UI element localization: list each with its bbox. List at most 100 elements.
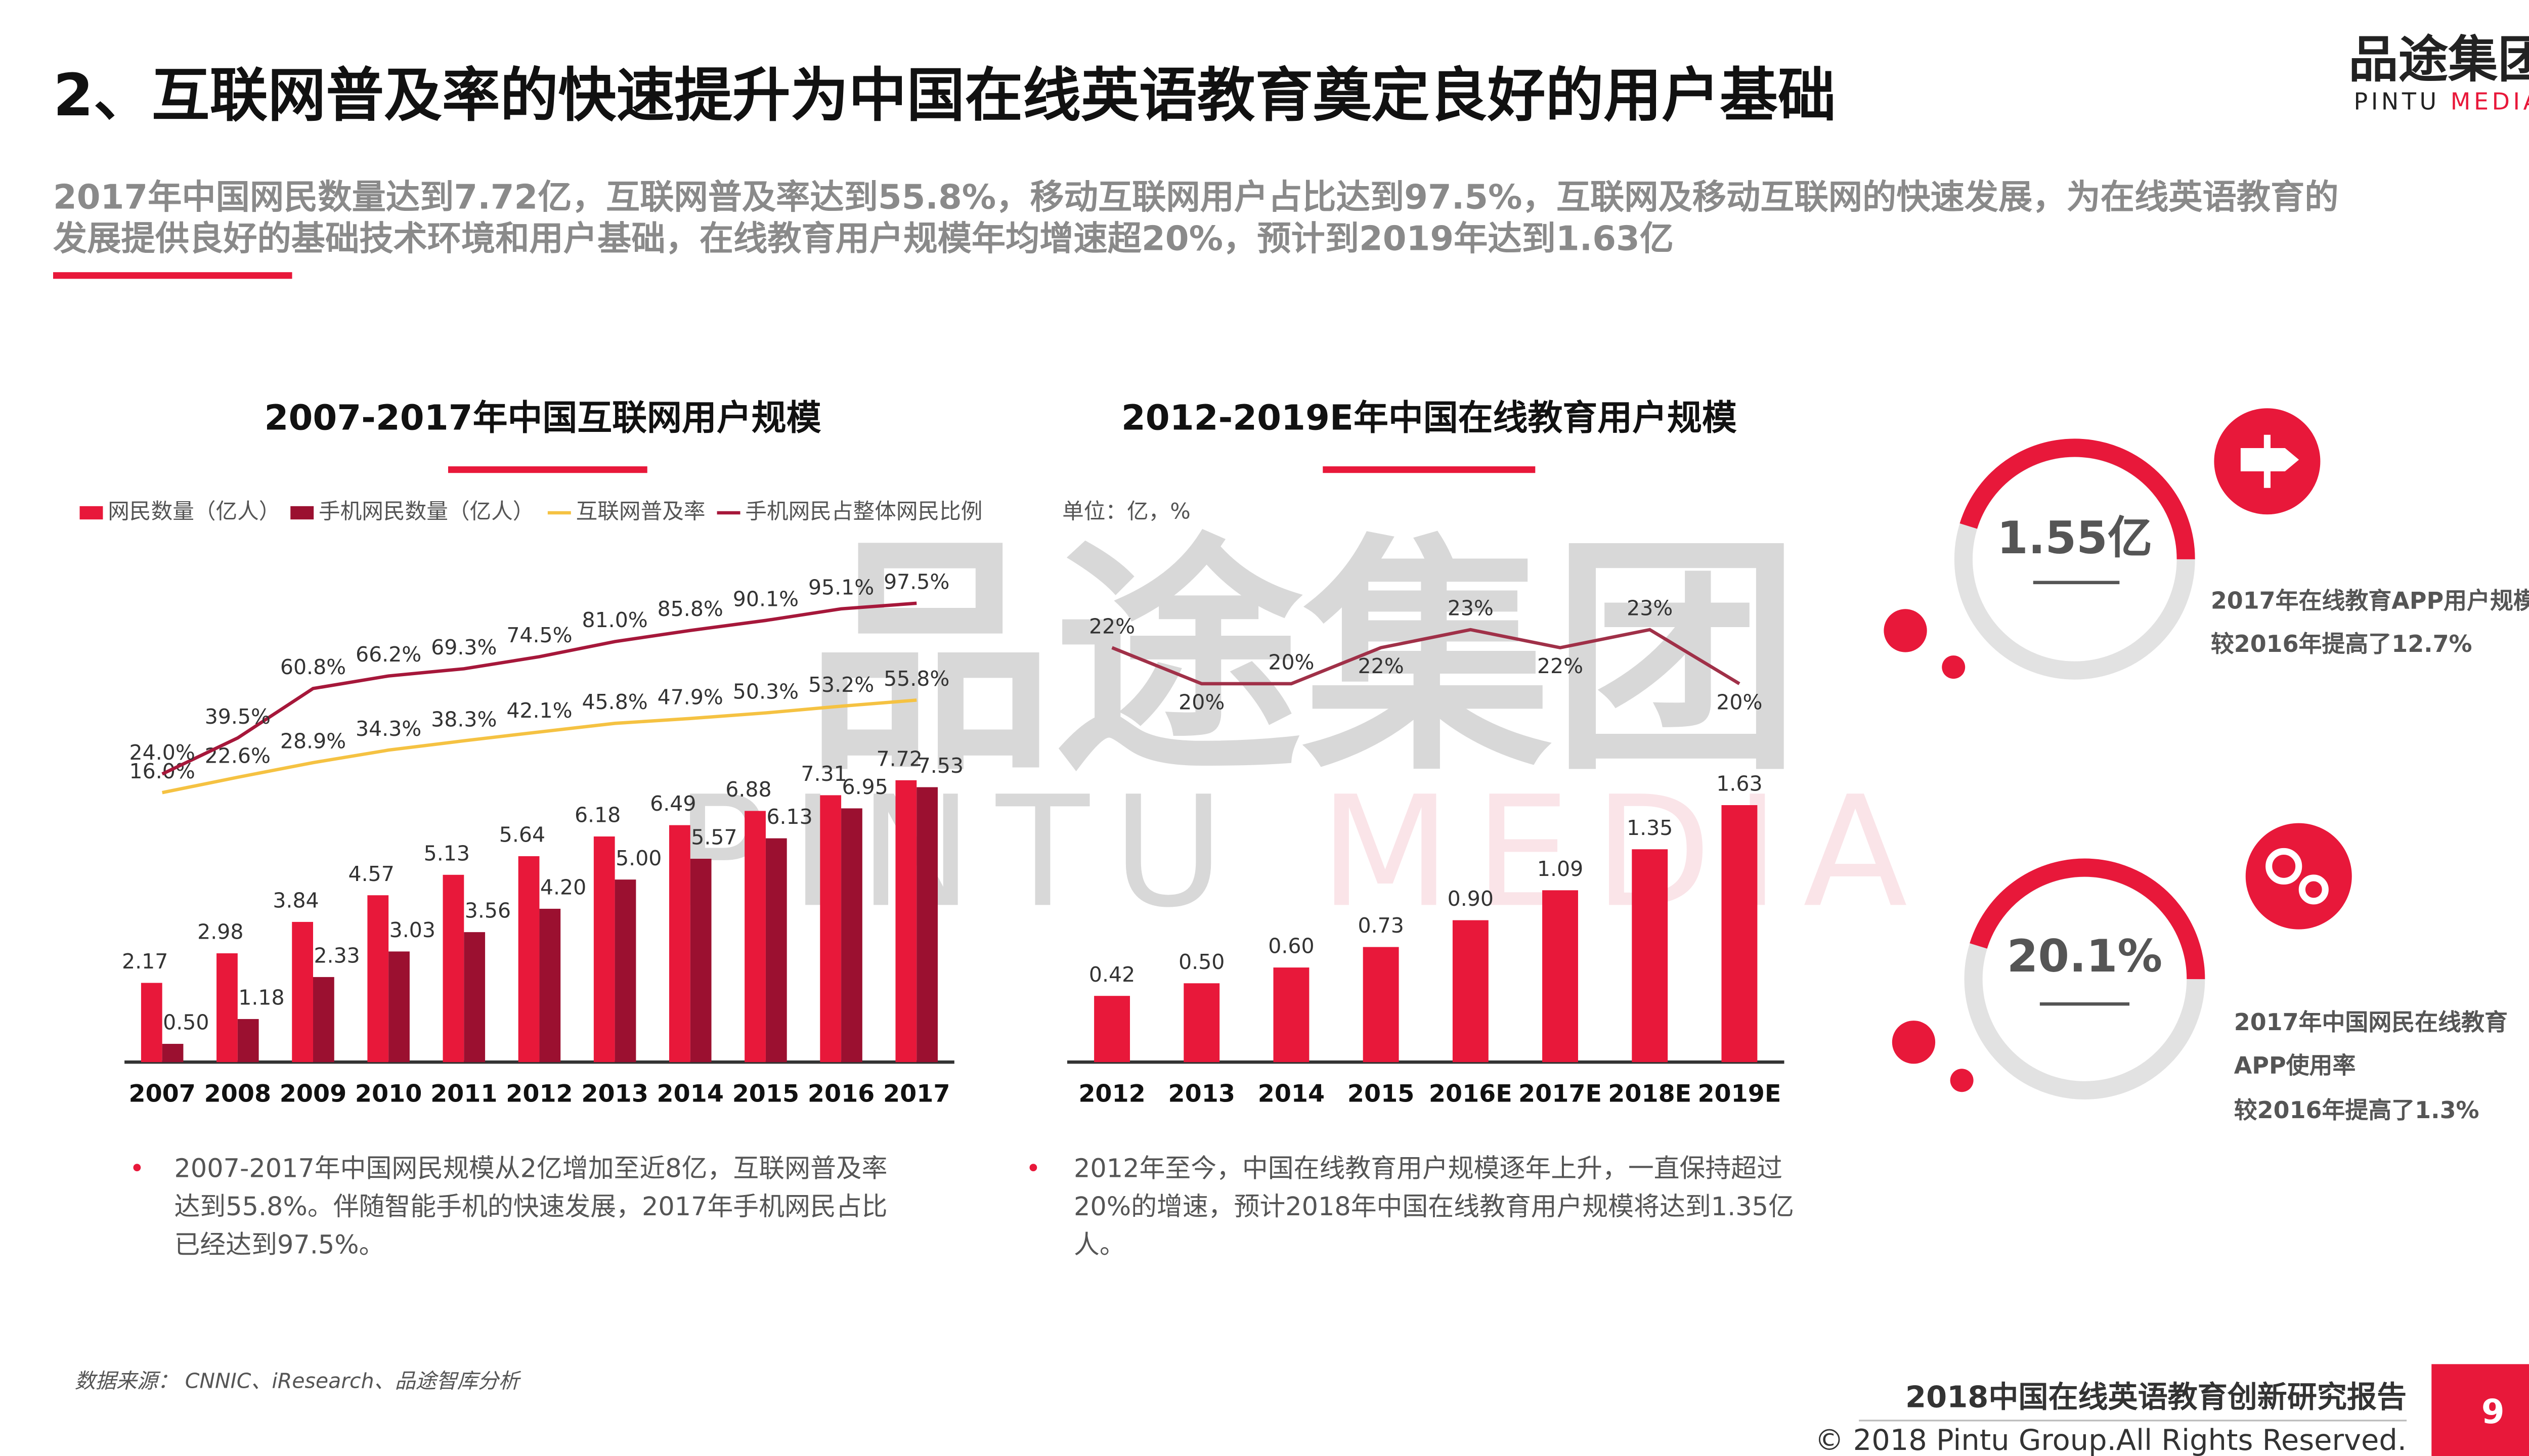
bar (820, 795, 842, 1063)
x-tick-label: 2012 (506, 1080, 573, 1108)
data-label: 2.33 (314, 944, 360, 968)
bar (917, 787, 938, 1063)
x-tick-label: 2013 (1168, 1080, 1235, 1108)
data-label: 39.5% (205, 704, 271, 729)
dot (1942, 655, 1966, 679)
data-label: 4.57 (348, 862, 394, 886)
data-label: 42.1% (506, 698, 572, 723)
title-underline (448, 466, 647, 473)
x-tick-label: 2015 (732, 1080, 799, 1108)
data-label: 45.8% (582, 690, 647, 714)
data-label: 20% (1268, 650, 1314, 675)
page-number: 9 (2481, 1393, 2505, 1431)
bar (141, 983, 162, 1063)
legend-label: 手机网民数量（亿人） (319, 499, 534, 524)
dot (1884, 609, 1927, 652)
data-label: 0.60 (1268, 934, 1314, 958)
logo-name: 品途集团 (2348, 31, 2529, 89)
data-label: 1.35 (1627, 816, 1673, 840)
line (1111, 628, 1740, 686)
x-tick-label: 2008 (204, 1080, 271, 1108)
x-tick-label: 2007 (128, 1080, 195, 1108)
data-label: 6.95 (842, 775, 888, 799)
data-label: 5.00 (616, 846, 662, 870)
data-label: 23% (1448, 596, 1494, 621)
data-label: 0.50 (163, 1010, 209, 1035)
x-tick-label: 2012 (1078, 1080, 1145, 1108)
stat-card: 1.55亿 2017年在线教育APP用户规模 较2016年提高了12.7% (1884, 408, 2529, 680)
bar (1363, 947, 1399, 1063)
legend-label: 网民数量（亿人） (108, 499, 280, 524)
data-label: 6.88 (725, 777, 771, 802)
data-label: 5.64 (499, 823, 545, 847)
bar (1094, 996, 1130, 1063)
legend-label: 互联网普及率 (576, 499, 706, 524)
data-label: 66.2% (356, 642, 421, 667)
copyright: © 2018 Pintu Group.All Rights Reserved. (1815, 1423, 2407, 1456)
bar (237, 1019, 259, 1063)
data-label: 7.31 (801, 762, 847, 786)
data-label: 7.53 (918, 754, 964, 778)
icon-glyph (2265, 848, 2302, 885)
bar (765, 838, 787, 1063)
note-line: 人。 (1074, 1229, 1125, 1259)
data-label: 28.9% (280, 729, 346, 754)
data-label: 69.3% (431, 635, 497, 659)
note-line: 已经达到97.5%。 (175, 1229, 385, 1259)
data-label: 0.90 (1448, 887, 1494, 911)
stat-card: 20.1% 2017年中国网民在线教育 APP使用率 较2016年提高了1.3% (1892, 823, 2508, 1124)
bullet: • (1026, 1153, 1041, 1183)
x-tick-label: 2013 (581, 1080, 648, 1108)
x-tick-label: 2016E (1429, 1080, 1512, 1108)
subtitle-line: 发展提供良好的基础技术环境和用户基础，在线教育用户规模年均增速超20%，预计到2… (53, 218, 1674, 258)
data-label: 6.13 (766, 805, 812, 829)
watermark-word: MEDIA (1319, 764, 1931, 941)
logo-tagline: PINTU MEDIA (2354, 87, 2529, 115)
note-line: 2007-2017年中国网民规模从2亿增加至近8亿，互联网普及率 (175, 1153, 888, 1183)
data-label: 7.72 (877, 746, 923, 771)
legend-label: 手机网民占整体网民比例 (745, 499, 982, 524)
bar (292, 921, 313, 1063)
data-label: 3.03 (389, 918, 435, 942)
x-tick-label: 2010 (355, 1080, 422, 1108)
bar (593, 836, 615, 1063)
data-label: 5.13 (424, 841, 470, 865)
charts: 2007 2008 2009 2010 2011 2012 2013 2014 2015 2016… (79, 499, 1784, 1108)
stat-caption: 较2016年提高了12.7% (2211, 630, 2472, 657)
data-label: 4.20 (540, 875, 586, 900)
chart-title: 2007-2017年中国互联网用户规模 (265, 398, 821, 438)
stat-caption: APP使用率 (2234, 1051, 2356, 1079)
legend-swatch (79, 506, 103, 520)
icon-glyph (2240, 434, 2299, 488)
stat-value: 20.1% (2007, 930, 2162, 982)
bar (745, 811, 766, 1063)
stat-caption: 2017年在线教育APP用户规模 (2211, 587, 2529, 614)
data-label: 22% (1358, 654, 1404, 678)
x-tick-label: 2017 (883, 1080, 950, 1108)
bar (1632, 849, 1668, 1063)
bar (1721, 805, 1758, 1063)
stat-caption: 较2016年提高了1.3% (2234, 1096, 2479, 1124)
data-label: 1.18 (238, 986, 284, 1010)
data-label: 5.57 (691, 825, 737, 850)
stat-value: 1.55亿 (1997, 512, 2152, 564)
line (161, 601, 917, 776)
data-label: 81.0% (582, 608, 647, 632)
x-tick-label: 2014 (657, 1080, 724, 1108)
x-tick-label: 2018E (1608, 1080, 1691, 1108)
data-label: 3.56 (465, 899, 511, 923)
data-label: 34.3% (356, 717, 421, 741)
accent-bar (53, 272, 292, 279)
data-label: 20% (1179, 690, 1225, 714)
data-label: 0.50 (1179, 950, 1225, 974)
ring-arc (1970, 858, 2205, 980)
data-label: 3.84 (273, 889, 319, 913)
data-label: 0.73 (1358, 913, 1404, 938)
data-label: 0.42 (1089, 962, 1135, 987)
bar (443, 874, 464, 1063)
unit-label: 单位：亿，% (1062, 499, 1191, 524)
report-title: 2018中国在线英语教育创新研究报告 (1905, 1379, 2407, 1414)
data-label: 53.2% (808, 673, 874, 697)
